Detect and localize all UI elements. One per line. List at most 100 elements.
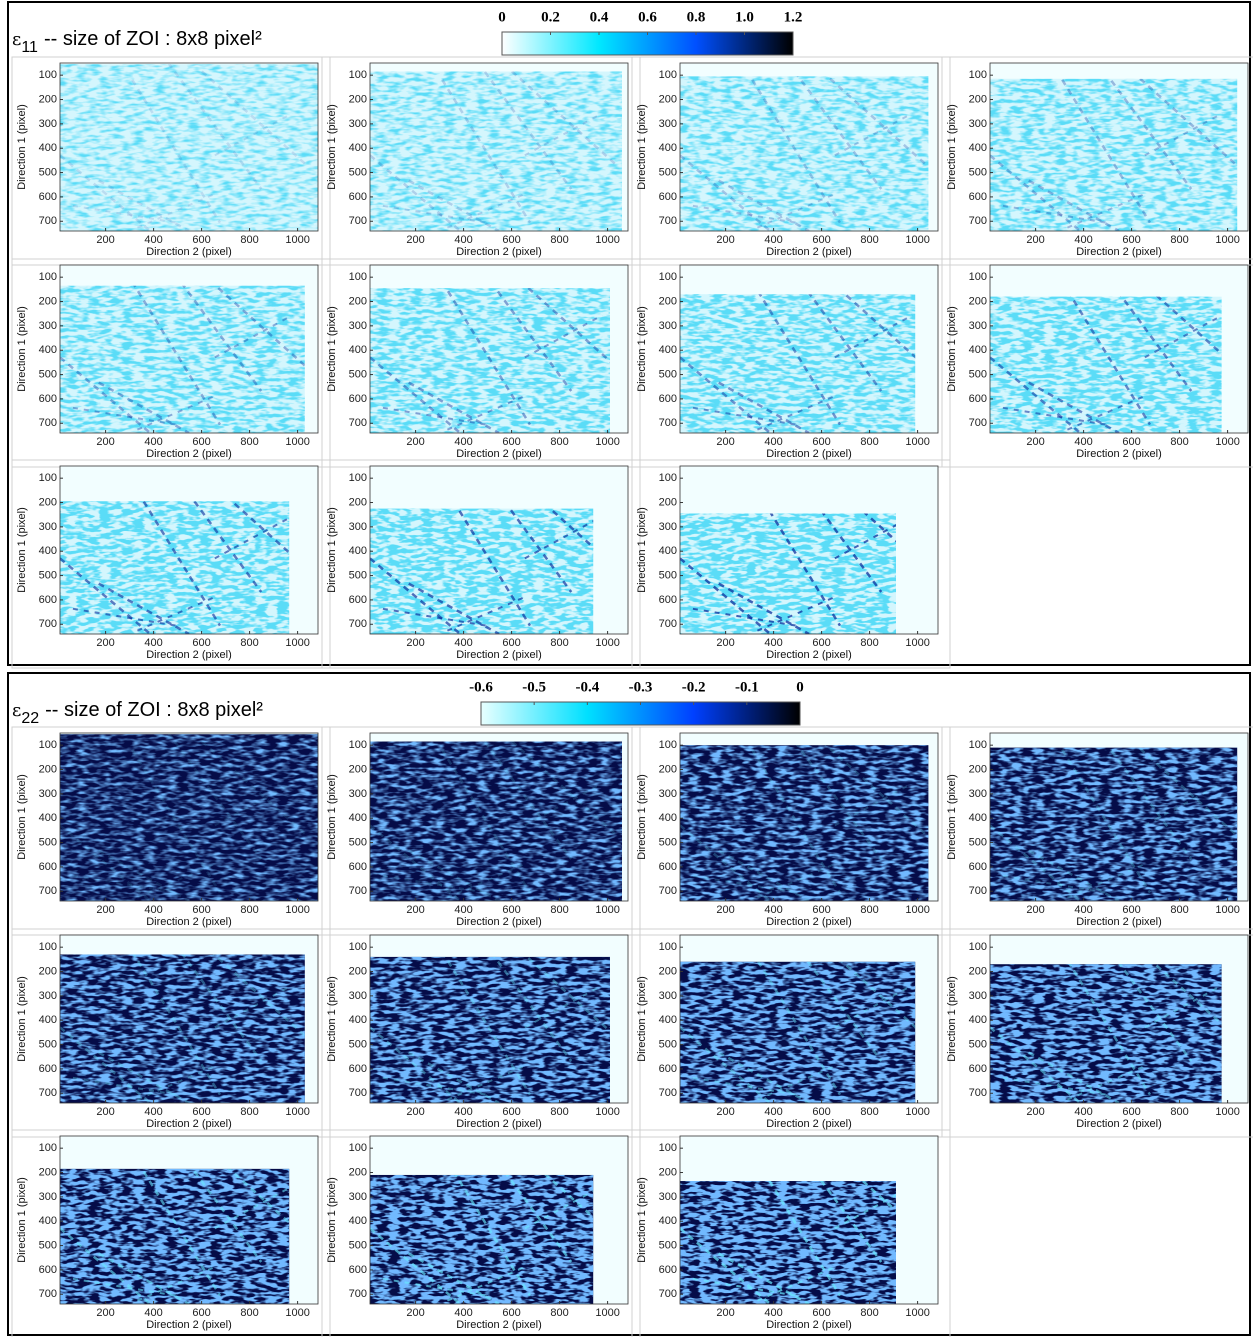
x-tick-label: 400 <box>144 637 162 649</box>
x-tick-label: 800 <box>240 1307 258 1319</box>
title-part: -- size of ZOI : 8x8 pixel² <box>45 699 263 721</box>
y-tick-label: 600 <box>349 861 367 873</box>
x-tick-label: 200 <box>96 234 114 246</box>
y-tick-label: 500 <box>39 836 57 848</box>
x-tick-label: 200 <box>716 904 734 916</box>
y-tick-label: 300 <box>39 320 57 332</box>
axes-box <box>369 1135 629 1305</box>
y-tick-label: 400 <box>659 142 677 154</box>
y-tick-label: 700 <box>659 1288 677 1300</box>
y-tick-label: 500 <box>349 166 367 178</box>
colorbar-tick-label: -0.4 <box>575 679 599 695</box>
x-tick-label: 800 <box>860 436 878 448</box>
y-tick-label: 200 <box>659 763 677 775</box>
x-tick-label: 400 <box>144 436 162 448</box>
y-axis-label: Direction 1 (pixel) <box>16 306 28 392</box>
x-tick-label: 800 <box>240 637 258 649</box>
strain-texture <box>990 964 1222 1104</box>
x-tick-label: 200 <box>406 904 424 916</box>
y-tick-label: 500 <box>659 1239 677 1251</box>
x-tick-label: 1000 <box>285 436 309 448</box>
x-tick-label: 200 <box>406 234 424 246</box>
y-tick-label: 500 <box>349 836 367 848</box>
y-tick-label: 700 <box>349 885 367 897</box>
y-tick-label: 500 <box>969 1038 987 1050</box>
colorbar-tick-label: -0.1 <box>735 679 759 695</box>
y-tick-label: 100 <box>349 472 367 484</box>
x-tick-label: 1000 <box>905 1106 929 1118</box>
y-tick-label: 400 <box>39 344 57 356</box>
x-tick-label: 400 <box>1074 234 1092 246</box>
x-tick-label: 1000 <box>1215 1106 1239 1118</box>
y-tick-label: 500 <box>39 368 57 380</box>
x-tick-label: 200 <box>406 637 424 649</box>
strain-texture <box>680 1181 896 1304</box>
y-tick-label: 200 <box>39 295 57 307</box>
x-tick-label: 800 <box>240 904 258 916</box>
strain-texture <box>990 296 1222 433</box>
x-tick-label: 800 <box>550 1307 568 1319</box>
y-tick-label: 400 <box>349 1215 367 1227</box>
y-tick-label: 600 <box>39 1264 57 1276</box>
x-tick-label: 400 <box>764 1307 782 1319</box>
y-tick-label: 400 <box>349 142 367 154</box>
y-tick-label: 200 <box>39 496 57 508</box>
y-tick-label: 600 <box>969 393 987 405</box>
y-axis-label: Direction 1 (pixel) <box>326 507 338 593</box>
y-tick-label: 300 <box>349 118 367 130</box>
x-tick-label: 600 <box>192 1106 210 1118</box>
x-tick-label: 1000 <box>285 637 309 649</box>
x-axis-label: Direction 2 (pixel) <box>766 1319 852 1331</box>
axes-box <box>989 264 1249 434</box>
x-tick-label: 200 <box>96 904 114 916</box>
y-tick-label: 600 <box>39 861 57 873</box>
title-part: -- size of ZOI : 8x8 pixel² <box>44 28 262 50</box>
x-tick-label: 400 <box>144 904 162 916</box>
y-tick-label: 300 <box>39 788 57 800</box>
x-tick-label: 200 <box>716 637 734 649</box>
colorbar-tick-label: 0.4 <box>590 9 609 25</box>
x-tick-label: 200 <box>96 1307 114 1319</box>
axes-box <box>59 62 319 232</box>
axes-box <box>989 62 1249 232</box>
y-tick-label: 200 <box>349 763 367 775</box>
y-tick-label: 500 <box>349 1038 367 1050</box>
y-tick-label: 400 <box>659 344 677 356</box>
y-tick-label: 500 <box>969 836 987 848</box>
x-tick-label: 600 <box>1122 1106 1140 1118</box>
x-tick-label: 600 <box>502 234 520 246</box>
y-axis-label: Direction 1 (pixel) <box>946 774 958 860</box>
y-tick-label: 700 <box>349 1087 367 1099</box>
axes-box <box>679 934 939 1104</box>
x-tick-label: 600 <box>812 436 830 448</box>
x-axis-label: Direction 2 (pixel) <box>146 649 232 661</box>
y-tick-label: 600 <box>969 1063 987 1075</box>
y-tick-label: 500 <box>969 368 987 380</box>
y-tick-label: 300 <box>969 320 987 332</box>
y-tick-label: 300 <box>39 990 57 1002</box>
y-tick-label: 700 <box>39 885 57 897</box>
y-tick-label: 400 <box>39 1014 57 1026</box>
title-part: ε <box>12 700 21 721</box>
y-tick-label: 300 <box>659 320 677 332</box>
axes-box <box>369 732 629 902</box>
y-tick-label: 700 <box>349 618 367 630</box>
y-tick-label: 300 <box>349 521 367 533</box>
x-tick-label: 1000 <box>595 637 619 649</box>
x-tick-label: 200 <box>1026 436 1044 448</box>
y-tick-label: 500 <box>39 1038 57 1050</box>
colorbar-tick-label: 0.2 <box>541 9 560 25</box>
y-tick-label: 600 <box>659 393 677 405</box>
axes-box <box>989 934 1249 1104</box>
strain-texture <box>370 741 622 901</box>
y-tick-label: 300 <box>659 521 677 533</box>
y-tick-label: 300 <box>659 118 677 130</box>
x-axis-label: Direction 2 (pixel) <box>146 916 232 928</box>
axes-box <box>59 1135 319 1305</box>
x-axis-label: Direction 2 (pixel) <box>456 1118 542 1130</box>
y-tick-label: 300 <box>349 320 367 332</box>
y-tick-label: 200 <box>349 496 367 508</box>
x-tick-label: 400 <box>764 1106 782 1118</box>
x-axis-label: Direction 2 (pixel) <box>766 1118 852 1130</box>
y-tick-label: 400 <box>39 142 57 154</box>
